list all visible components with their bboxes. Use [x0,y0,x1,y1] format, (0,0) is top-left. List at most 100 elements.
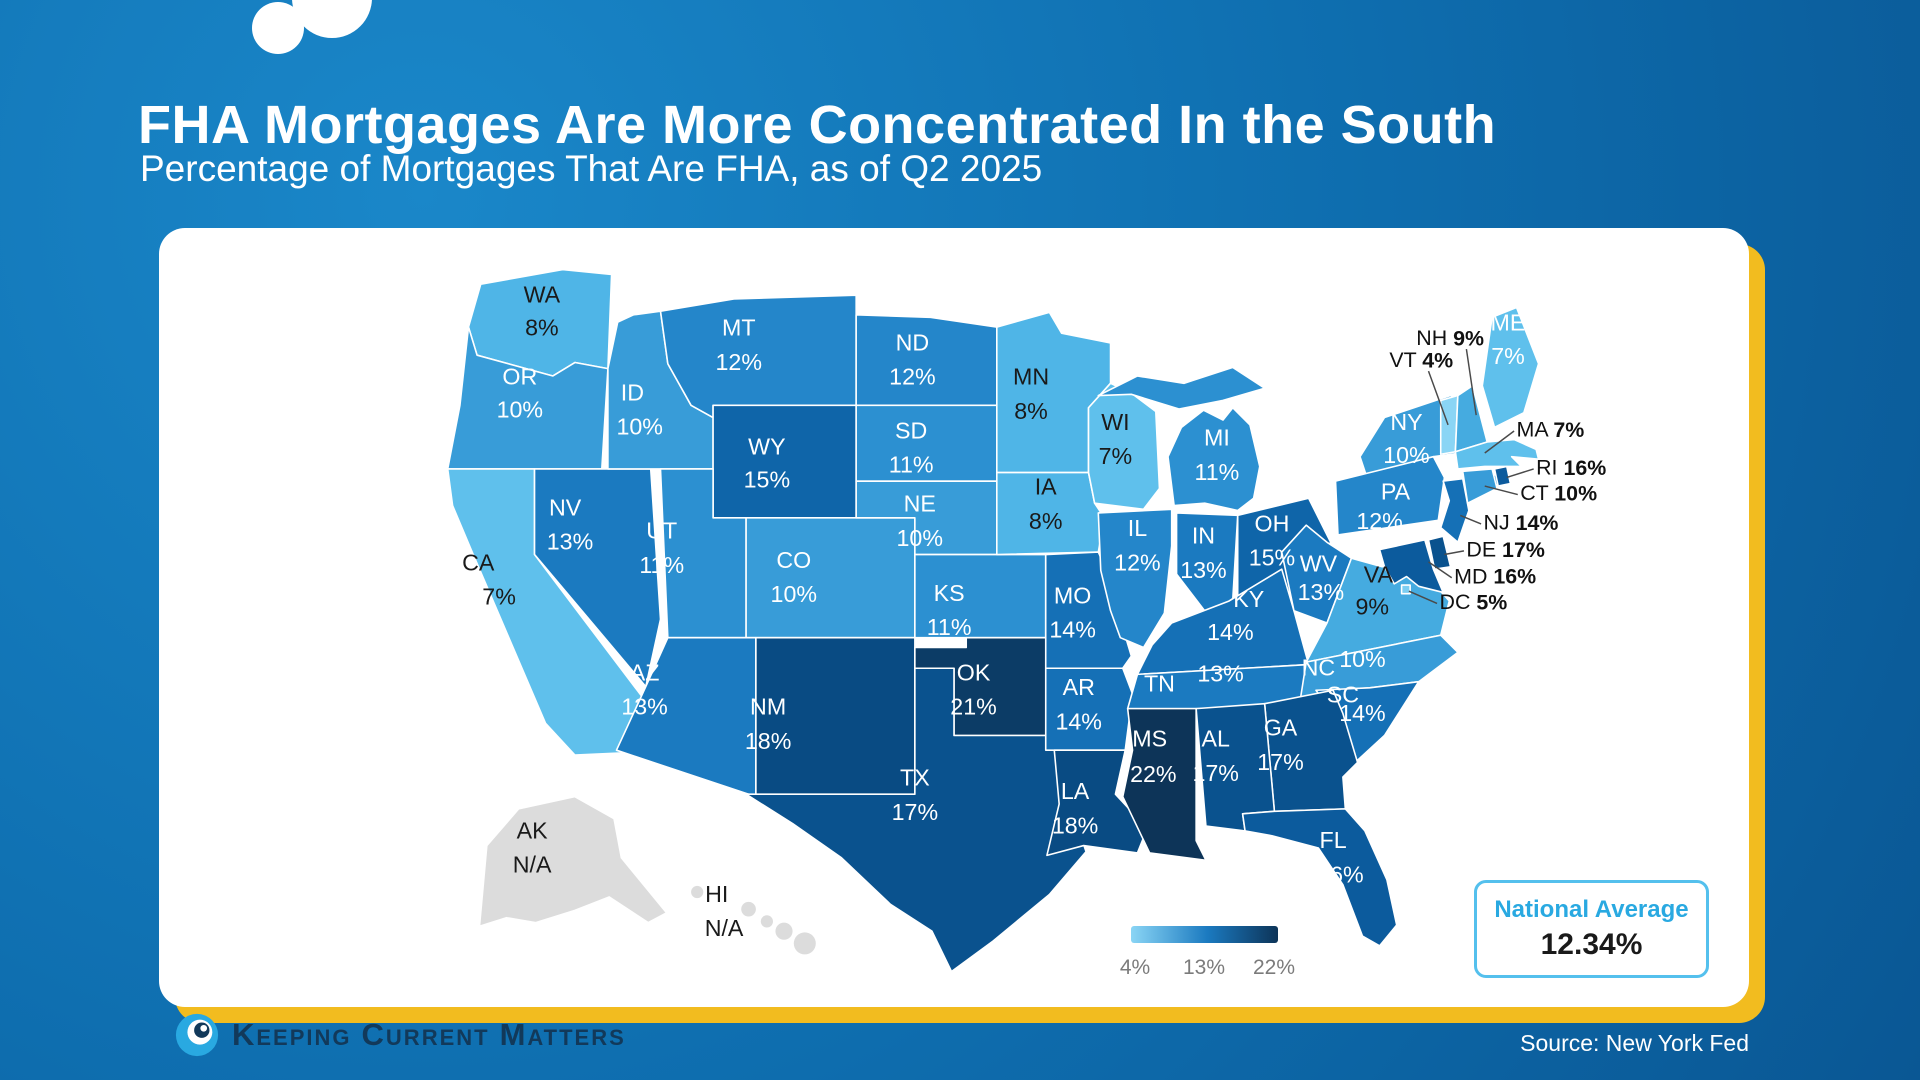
state-MD [1378,539,1444,594]
state-label-AK: AK [517,817,548,843]
state-HI [691,885,704,899]
state-label-NY: 10% [1383,442,1429,468]
state-label-MT: MT [722,315,756,341]
state-IL [1097,508,1173,649]
state-label-OH: OH [1255,510,1290,536]
state-label-SC: SC [1327,682,1359,708]
leader-line-VT [1427,370,1449,426]
decorative-circle [292,0,372,38]
state-label-IL: IL [1128,515,1147,541]
state-TX [745,667,1087,973]
state-label-RI: RI 16% [1536,456,1606,480]
state-label-VA: VA [1364,562,1394,588]
state-label-KY: KY [1233,586,1264,612]
state-label-KS: 11% [927,614,972,640]
state-RI [1493,465,1512,487]
state-label-WY: WY [748,433,785,459]
state-label-WV: WV [1300,551,1338,577]
state-label-TN: 13% [1197,661,1243,687]
state-MS [1121,707,1207,862]
state-label-NC: 10% [1339,646,1385,672]
state-DE [1427,535,1452,570]
state-label-WA: 8% [525,315,559,341]
state-label-IA: 8% [1029,508,1063,534]
state-HI [760,915,774,928]
kcm-swirl-icon [175,1013,219,1057]
state-label-PA: 12% [1356,508,1402,534]
state-label-MO: 14% [1049,617,1095,643]
state-label-IL: 12% [1114,549,1160,575]
map-card: WA 8% OR 10% CA 7% NV 13% ID 10% MT 12% WY 15% UT 11% CO… [159,228,1749,1007]
page-title: FHA Mortgages Are More Concentrated In t… [138,95,1497,156]
leader-line-NH [1465,348,1477,416]
brand-word: Current [361,1017,490,1052]
state-DC [1400,584,1411,595]
brand-name: Keeping Current Matters [232,1017,636,1053]
state-label-NE: NE [904,491,936,517]
state-KY [1136,568,1310,676]
state-HI [775,922,793,940]
state-NH [1454,384,1488,453]
leader-line-RI [1506,468,1534,479]
state-label-IN: 13% [1180,557,1226,583]
state-label-TX: 17% [892,799,938,825]
state-label-CA: 7% [482,584,516,610]
state-CT [1461,468,1498,504]
state-label-TN: TN [1144,671,1175,697]
state-label-SC: 14% [1339,700,1385,726]
state-label-GA: 17% [1257,749,1303,775]
state-label-UT: 11% [639,552,684,578]
brand-logo: Keeping Current Matters [174,1012,636,1058]
state-label-TX: TX [900,765,930,791]
state-label-ME: ME [1491,310,1526,336]
leader-line-DE [1444,550,1465,556]
state-label-AR: AR [1063,674,1095,700]
state-label-MT: 12% [716,349,762,375]
state-label-AL: AL [1202,726,1230,752]
us-choropleth-map: WA 8% OR 10% CA 7% NV 13% ID 10% MT 12% WY 15% UT 11% CO… [446,268,1606,973]
brand-word: Matters [499,1017,626,1052]
state-label-LA: LA [1061,778,1090,804]
state-label-LA: 18% [1052,812,1098,838]
state-label-FL: FL [1320,827,1347,853]
brand-word: Keeping [232,1017,352,1052]
state-label-OR: 10% [497,397,543,423]
state-label-PA: PA [1381,479,1411,505]
state-FL [1241,808,1398,947]
state-label-ID: 10% [616,414,662,440]
state-label-CT: CT 10% [1520,481,1597,505]
color-scale-legend: 4% 13% 22% [1120,926,1295,986]
state-label-NV: NV [549,494,582,520]
state-label-ND: 12% [889,364,935,390]
state-label-DC: DC 5% [1439,590,1507,614]
state-label-OK: OK [957,660,991,686]
state-label-NM: NM [750,694,786,720]
state-label-FL: 16% [1317,861,1363,887]
state-label-MO: MO [1054,582,1091,608]
state-label-IN: IN [1192,523,1215,549]
state-label-VT: VT 4% [1389,348,1453,372]
state-label-NC: NC [1302,655,1336,681]
state-WY [712,404,857,519]
state-label-ID: ID [621,379,644,405]
state-MI [1167,406,1261,512]
state-label-WI: 7% [1099,443,1133,469]
state-label-KY: 14% [1207,619,1253,645]
state-label-AL: 17% [1192,760,1238,786]
state-label-NH: NH 9% [1416,326,1484,350]
state-label-HI: HI [705,881,728,907]
state-label-CO: CO [776,547,811,573]
state-label-NM: 18% [745,728,791,754]
state-label-WI: WI [1101,409,1129,435]
state-label-NY: NY [1390,409,1422,435]
state-label-SD: SD [895,417,927,443]
leader-line-NJ [1460,514,1482,525]
state-label-CA: CA [462,549,495,575]
state-CO [745,517,916,639]
state-label-OK: 21% [950,694,996,720]
state-label-IA: IA [1035,474,1057,500]
state-label-WV: 13% [1298,579,1344,605]
state-label-CO: 10% [771,581,817,607]
state-label-WA: WA [524,282,561,308]
state-label-OH: 15% [1249,545,1295,571]
